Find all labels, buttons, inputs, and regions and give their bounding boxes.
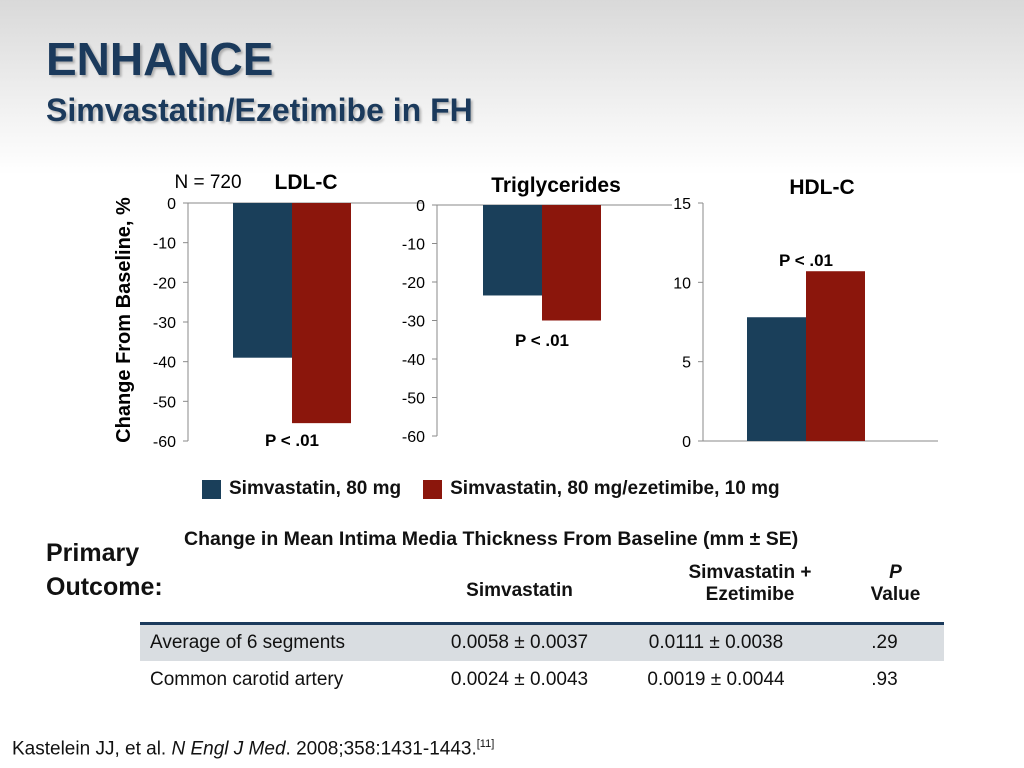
ldl-c-tick-label: -20	[153, 275, 176, 292]
legend-swatch-simvastatin	[202, 479, 221, 499]
legend-swatch-combination	[423, 479, 443, 499]
table-header-p-line1: P	[889, 562, 902, 583]
row-label: Average of 6 segments	[150, 632, 346, 653]
citation-details: . 2008;358:1431-1443.	[285, 738, 477, 760]
ldl-c-tick-label: -10	[153, 236, 176, 253]
table-header-p-value: P Value	[836, 562, 955, 606]
legend-label-combination: Simvastatin, 80 mg/ezetimibe, 10 mg	[450, 478, 780, 499]
triglycerides-tick-label: -30	[402, 314, 425, 331]
ldl-c-tick-label: 0	[167, 196, 176, 213]
sample-size-label: N = 720	[174, 172, 241, 193]
hdl-c-p-label: P < .01	[779, 251, 833, 270]
y-axis-label: Change From Baseline, %	[113, 197, 135, 443]
ldl-c-bar-simvastatin	[233, 203, 292, 358]
table-header-combination-line2: Ezetimibe	[705, 584, 795, 605]
ldl-c-tick-label: -50	[153, 394, 176, 411]
hdl-c-chart-title: HDL-C	[789, 176, 854, 199]
row-sim-value: 0.0058 ± 0.0037	[450, 632, 589, 653]
citation: Kastelein JJ, et al. N Engl J Med. 2008;…	[12, 738, 494, 760]
row-sim-value: 0.0024 ± 0.0043	[450, 669, 589, 690]
table-header-combination: Simvastatin + Ezetimibe	[641, 562, 859, 606]
triglycerides-bar-simvastatin	[483, 205, 542, 296]
primary-outcome-line1: Primary	[46, 539, 140, 567]
triglycerides-tick-label: -20	[402, 275, 425, 292]
legend-item-combination: Simvastatin, 80 mg/ezetimibe, 10 mg	[423, 478, 780, 500]
triglycerides-tick-label: 0	[416, 198, 425, 215]
triglycerides-chart-title: Triglycerides	[491, 174, 621, 197]
ldl-c-tick-label: -40	[153, 355, 176, 372]
table-header-combination-line1: Simvastatin +	[688, 562, 812, 583]
legend-label-simvastatin: Simvastatin, 80 mg	[229, 478, 402, 499]
bar-charts: LDL-C N = 720 0 -10 -20 -30 -40 -50 -60 P < .01 Tr…	[113, 171, 938, 451]
ldl-c-tick-label: -30	[153, 315, 176, 332]
table-header-simvastatin: Simvastatin	[466, 580, 573, 601]
triglycerides-p-label: P < .01	[515, 331, 569, 350]
triglycerides-tick-label: -40	[402, 352, 425, 369]
row-label: Common carotid artery	[150, 669, 344, 690]
primary-outcome-line2: Outcome:	[46, 573, 163, 601]
hdl-c-bar-simvastatin	[747, 317, 806, 441]
outcome-table: Average of 6 segments 0.0058 ± 0.0037 0.…	[140, 622, 944, 699]
slide-subtitle: Simvastatin/Ezetimibe in FH	[46, 92, 473, 128]
table-header-p-line2: Value	[870, 584, 921, 605]
table-row: Common carotid artery 0.0024 ± 0.0043 0.…	[140, 661, 944, 699]
chart-legend: Simvastatin, 80 mg Simvastatin, 80 mg/ez…	[202, 478, 802, 500]
table-row: Average of 6 segments 0.0058 ± 0.0037 0.…	[140, 622, 944, 661]
slide-title: ENHANCE	[46, 33, 274, 85]
row-p-value: .93	[871, 669, 898, 690]
ldl-c-tick-label: -60	[153, 434, 176, 451]
hdl-c-bar-combination	[806, 271, 865, 441]
citation-authors: Kastelein JJ, et al.	[12, 738, 172, 760]
triglycerides-tick-label: -60	[402, 429, 425, 446]
triglycerides-tick-label: -50	[402, 391, 425, 408]
row-p-value: .29	[871, 632, 898, 653]
ldl-c-chart-title: LDL-C	[275, 171, 338, 194]
legend-item-simvastatin: Simvastatin, 80 mg	[202, 478, 401, 500]
table-title: Change in Mean Intima Media Thickness Fr…	[184, 528, 799, 550]
citation-ref: [11]	[476, 738, 495, 750]
hdl-c-tick-label: 5	[682, 355, 691, 372]
ldl-c-bar-combination	[292, 203, 351, 424]
hdl-c-tick-label: 10	[673, 275, 691, 292]
hdl-c-tick-label: 15	[673, 196, 691, 213]
hdl-c-tick-label: 0	[682, 434, 691, 451]
triglycerides-tick-label: -10	[402, 237, 425, 254]
row-combo-value: 0.0019 ± 0.0044	[647, 669, 785, 690]
primary-outcome-label: Primary Outcome:	[46, 536, 163, 604]
row-combo-value: 0.0111 ± 0.0038	[648, 632, 784, 653]
citation-journal: N Engl J Med	[171, 738, 286, 760]
ldl-c-p-label: P < .01	[265, 431, 319, 450]
triglycerides-bar-combination	[542, 205, 601, 321]
